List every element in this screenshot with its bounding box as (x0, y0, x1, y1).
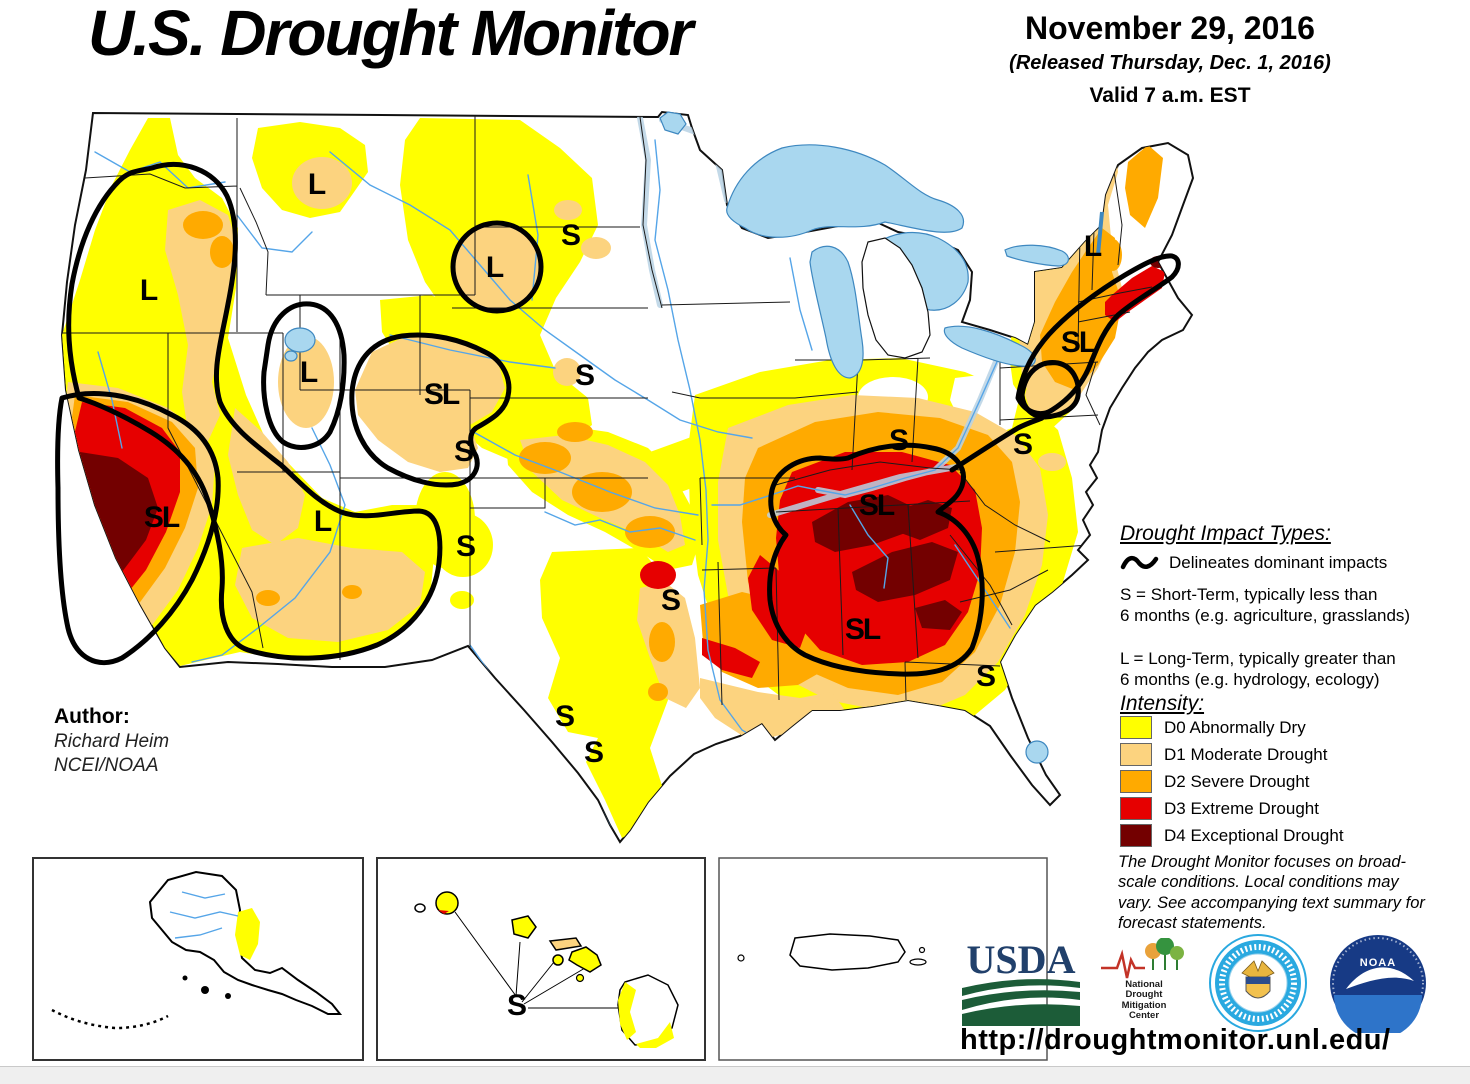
alaska-rivers (169, 891, 239, 939)
ndmc-trees-graphic (1101, 938, 1184, 979)
vieques (909, 958, 927, 966)
mona (737, 954, 745, 962)
intensity-legend-row: D4 Exceptional Drought (1120, 824, 1344, 847)
kauai-d3-spot (438, 910, 449, 914)
intensity-legend-row: D2 Severe Drought (1120, 770, 1344, 793)
impact-boundaries (55, 162, 1181, 677)
d4-color-swatch (1120, 824, 1152, 847)
usda-field-graphic (962, 979, 1080, 1026)
date-block: November 29, 2016 (Released Thursday, De… (950, 10, 1390, 108)
kahoolawe (575, 973, 585, 983)
disclaimer-line: The Drought Monitor focuses on broad- (1118, 853, 1406, 871)
inset-alaska (32, 857, 364, 1061)
maui (568, 946, 602, 973)
release-date: (Released Thursday, Dec. 1, 2016) (1009, 52, 1331, 74)
map-date: November 29, 2016 (1025, 10, 1315, 46)
intensity-legend-row: D1 Moderate Drought (1120, 743, 1344, 766)
short-term-line2: 6 months (e.g. agriculture, grasslands) (1120, 606, 1411, 626)
d0-label: D0 Abnormally Dry (1164, 717, 1306, 737)
aleutian-islands (51, 1008, 169, 1030)
noaa-emblem-graphic (1330, 935, 1426, 1039)
culebra (918, 946, 926, 954)
alaska-d0-area (235, 908, 260, 960)
valid-time: Valid 7 a.m. EST (1089, 84, 1251, 107)
noaa-logo: NOAA (1328, 933, 1428, 1039)
disclaimer-line: scale conditions. Local conditions may (1118, 873, 1399, 892)
impact-types-heading: Drought Impact Types: (1120, 522, 1331, 545)
disclaimer-text: The Drought Monitor focuses on broad- sc… (1118, 852, 1453, 934)
author-name: Richard Heim (54, 731, 170, 753)
noaa-wordmark: NOAA (1359, 957, 1397, 969)
short-term-definition: S = Short-Term, typically less than 6 mo… (1120, 584, 1470, 627)
long-term-line1: L = Long-Term, typically greater than (1120, 649, 1396, 668)
impact-boundary-squiggle-icon (1120, 556, 1159, 570)
d1-label: D1 Moderate Drought (1164, 744, 1328, 764)
hawaii-connector-lines (454, 911, 620, 1009)
puerto-rico-island (789, 933, 906, 971)
lanai (552, 954, 564, 966)
delineates-row: Delineates dominant impacts (1120, 552, 1387, 574)
intensity-legend: D0 Abnormally Dry D1 Moderate Drought D2 S… (1120, 716, 1344, 851)
molokai (548, 937, 583, 951)
usda-wordmark: USDA (966, 937, 1076, 982)
michigan-mitten (861, 237, 931, 359)
ndmc-text: National Drought Mitigation Center (1121, 979, 1167, 1022)
oahu (511, 915, 537, 939)
ndmc-logo: National Drought Mitigation Center (1096, 938, 1192, 1022)
d3-color-swatch (1120, 797, 1152, 820)
disclaimer-line: vary. See accompanying text summary for (1118, 893, 1425, 912)
intensity-legend-row: D3 Extreme Drought (1120, 797, 1344, 820)
inset-puerto-rico (718, 857, 1048, 1061)
droughtmonitor-url[interactable]: http://droughtmonitor.unl.edu/ (960, 1024, 1391, 1056)
long-term-line2: 6 months (e.g. hydrology, ecology) (1120, 670, 1380, 690)
usda-logo: USDA (962, 937, 1080, 1026)
page-title: U.S. Drought Monitor (88, 0, 693, 69)
intensity-legend-row: D0 Abnormally Dry (1120, 716, 1344, 739)
inset-hawaii (376, 857, 706, 1061)
kauai (435, 891, 459, 915)
great-lakes (284, 111, 1104, 764)
big-island-d0-south (636, 1022, 674, 1048)
author-org: NCEI/NOAA (54, 755, 159, 776)
doc-seal-graphic (1209, 934, 1307, 1032)
d4-label: D4 Exceptional Drought (1164, 825, 1344, 845)
department-of-commerce-seal (1208, 933, 1308, 1033)
long-term-definition: L = Long-Term, typically greater than 6 … (1120, 648, 1470, 691)
d2-label: D2 Severe Drought (1164, 771, 1310, 791)
d3-label: D3 Extreme Drought (1164, 798, 1319, 818)
short-term-line1: S = Short-Term, typically less than (1120, 585, 1378, 604)
author-label: Author: (54, 705, 130, 728)
d2-color-swatch (1120, 770, 1152, 793)
bottom-strip (0, 1066, 1470, 1084)
d1-color-swatch (1120, 743, 1152, 766)
author-block: Author: Richard Heim NCEI/NOAA (54, 704, 169, 778)
delineates-label: Delineates dominant impacts (1169, 553, 1388, 572)
big-island-d0-west (618, 982, 636, 1040)
disclaimer-line: forecast statements. (1118, 914, 1267, 933)
intensity-heading: Intensity: (1120, 692, 1205, 715)
d0-color-swatch (1120, 716, 1152, 739)
